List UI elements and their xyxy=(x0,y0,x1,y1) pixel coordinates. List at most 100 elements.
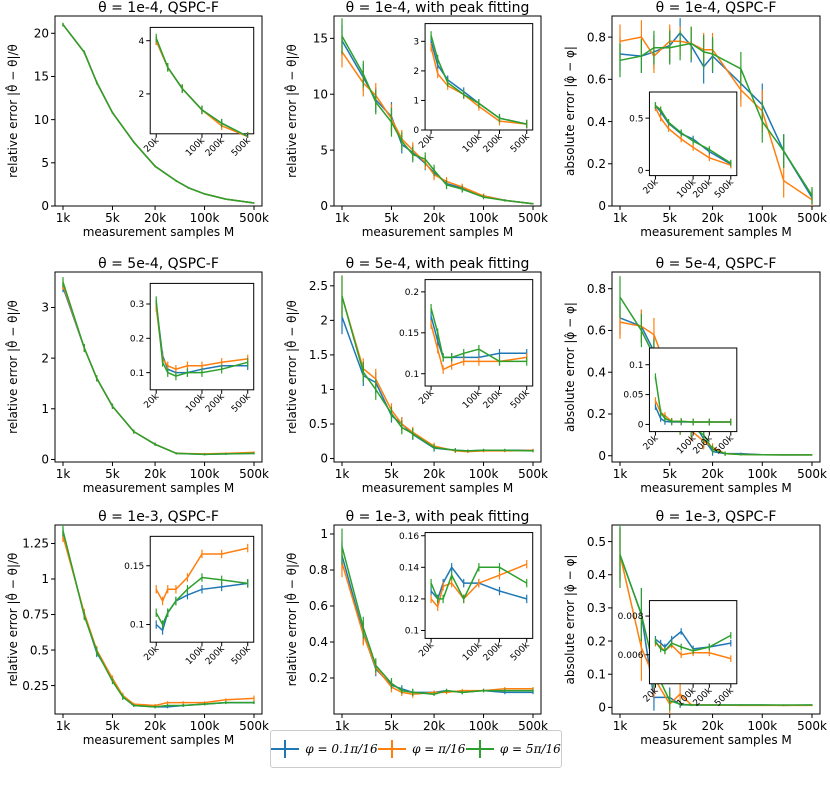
y-tick-label: 0 xyxy=(638,167,644,177)
x-tick-label: 100k xyxy=(747,211,777,225)
series-line xyxy=(155,307,248,370)
x-tick-label: 500k xyxy=(518,211,548,225)
x-tick-label: 20k xyxy=(701,211,723,225)
y-tick-label: 0.75 xyxy=(22,608,49,622)
x-tick-label: 5k xyxy=(662,719,677,733)
x-tick-label: 20k xyxy=(423,719,445,733)
x-tick-label: 100k xyxy=(190,467,220,481)
x-tick-label: 500k xyxy=(239,211,269,225)
chart-title: θ = 1e-4, QSPC-F xyxy=(656,0,777,16)
y-tick-label: 0.1 xyxy=(130,621,144,631)
chart-title: θ = 1e-3, QSPC-F xyxy=(98,509,219,525)
chart-title: θ = 5e-4, QSPC-F xyxy=(656,256,777,272)
series-line xyxy=(155,576,248,627)
y-tick-label: 0.2 xyxy=(587,634,606,648)
x-tick-label: 1k xyxy=(56,211,71,225)
y-tick-label: 0.2 xyxy=(587,407,606,421)
x-tick-label: 100k xyxy=(747,719,777,733)
x-tick-label: 1k xyxy=(335,467,350,481)
legend-label: φ = π/16 xyxy=(412,742,466,756)
y-tick-label: 0.6 xyxy=(587,324,606,338)
series-line xyxy=(155,303,248,374)
y-tick-label: 2 xyxy=(320,314,328,328)
y-tick-label: 0.25 xyxy=(22,679,49,693)
x-tick-label: 5k xyxy=(384,719,399,733)
y-axis-label: absolute error |φ̂ − φ| xyxy=(563,46,577,176)
x-tick-label: 500k xyxy=(797,719,827,733)
y-tick-label: 0 xyxy=(638,421,644,431)
inset-frame xyxy=(149,26,255,135)
chart-title: θ = 5e-4, QSPC-F xyxy=(98,256,219,272)
y-tick-label: 0.15 xyxy=(124,562,144,572)
x-tick-label: 100k xyxy=(469,211,499,225)
legend-label: φ = 5π/16 xyxy=(499,742,561,756)
series-line xyxy=(430,563,527,609)
legend-label: φ = 0.1π/16 xyxy=(305,742,378,756)
y-tick-label: 0.15 xyxy=(399,329,419,339)
y-axis-label: relative error |θ̂ − θ|/θ xyxy=(4,300,20,434)
y-tick-label: 10 xyxy=(313,87,328,101)
y-tick-label: 0.16 xyxy=(399,532,419,542)
x-tick-label: 5k xyxy=(384,467,399,481)
y-axis-label: relative error |θ̂ − θ|/θ xyxy=(283,44,299,178)
inset-frame xyxy=(424,23,534,131)
x-axis-label: measurement samples M xyxy=(83,225,235,239)
inset-frame xyxy=(424,279,534,387)
y-tick-label: 1 xyxy=(320,383,328,397)
y-tick-label: 4 xyxy=(138,37,144,47)
chart-title: θ = 1e-3, QSPC-F xyxy=(656,509,777,525)
y-tick-label: 0.4 xyxy=(587,568,606,582)
y-tick-label: 0.1 xyxy=(629,361,643,371)
y-tick-label: 0.4 xyxy=(587,365,606,379)
x-axis-label: measurement samples M xyxy=(640,733,792,747)
y-tick-label: 2 xyxy=(138,90,144,100)
x-tick-label: 1k xyxy=(335,211,350,225)
x-tick-label: 500k xyxy=(239,467,269,481)
series-line xyxy=(654,634,732,652)
series-line xyxy=(62,281,255,456)
x-tick-label: 5k xyxy=(105,467,120,481)
series-line xyxy=(155,582,248,632)
y-tick-label: 0 xyxy=(41,453,49,467)
y-axis-label: absolute error |φ̂ − φ| xyxy=(563,302,577,432)
y-axis-label: relative error |θ̂ − θ|/θ xyxy=(283,300,299,434)
chart-title: θ = 1e-4, QSPC-F xyxy=(98,0,219,16)
y-axis-label: absolute error |φ̂ − φ| xyxy=(563,555,577,685)
y-axis-label: relative error |θ̂ − θ|/θ xyxy=(4,44,20,178)
x-axis-label: measurement samples M xyxy=(362,225,514,239)
y-tick-label: 0.12 xyxy=(399,595,419,605)
x-tick-label: 20k xyxy=(144,719,166,733)
legend-item-2: φ = π/16 xyxy=(378,740,466,758)
y-tick-label: 2 xyxy=(413,67,419,77)
x-tick-label: 1k xyxy=(335,719,350,733)
x-tick-label: 5k xyxy=(105,719,120,733)
legend-swatch-orange-icon xyxy=(378,740,407,758)
y-tick-label: 1 xyxy=(413,97,419,107)
y-tick-label: 0.4 xyxy=(587,115,606,129)
series-line xyxy=(341,295,534,452)
y-tick-label: 15 xyxy=(34,70,49,84)
x-tick-label: 20k xyxy=(144,467,166,481)
y-tick-label: 3 xyxy=(41,301,49,315)
y-tick-label: 5 xyxy=(41,156,49,170)
x-axis-label: measurement samples M xyxy=(640,481,792,495)
y-tick-label: 0.1 xyxy=(130,369,144,379)
y-tick-label: 0.1 xyxy=(405,370,419,380)
x-tick-label: 5k xyxy=(662,211,677,225)
x-tick-label: 1k xyxy=(613,467,628,481)
x-tick-label: 1k xyxy=(56,719,71,733)
series-line xyxy=(430,566,528,601)
series-line xyxy=(619,36,813,201)
y-tick-label: 0.3 xyxy=(130,300,144,310)
y-tick-label: 0.14 xyxy=(399,563,419,573)
series-line xyxy=(430,316,527,359)
y-tick-label: 3 xyxy=(413,37,419,47)
x-tick-label: 500k xyxy=(518,467,548,481)
y-tick-label: 0.2 xyxy=(309,671,328,685)
y-tick-label: 0 xyxy=(320,199,328,213)
x-tick-label: 100k xyxy=(469,719,499,733)
